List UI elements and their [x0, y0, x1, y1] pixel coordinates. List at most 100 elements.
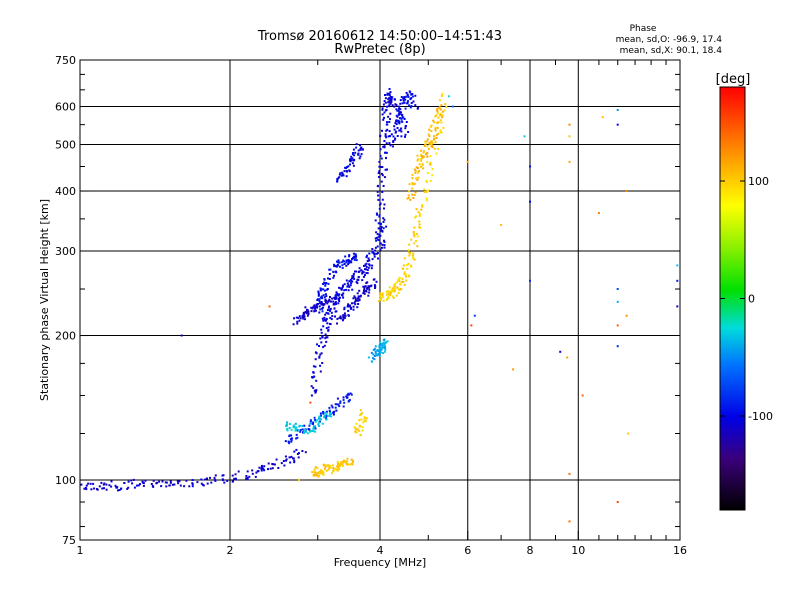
trace-point: [390, 96, 392, 98]
trace-point: [295, 316, 298, 319]
trace-point: [322, 412, 325, 415]
trace-point: [327, 308, 330, 311]
y-tick-label: 400: [55, 185, 76, 198]
trace-point: [324, 411, 327, 414]
trace-point: [413, 235, 416, 238]
trace-point: [348, 259, 350, 262]
trace-point: [328, 305, 330, 308]
trace-point: [347, 284, 350, 287]
trace-point: [318, 355, 321, 358]
trace-point: [290, 455, 293, 458]
trace-point: [428, 128, 431, 131]
trace-point: [137, 484, 140, 487]
trace-point: [328, 415, 331, 417]
grid: [80, 60, 680, 540]
trace-point: [332, 469, 335, 472]
trace-point: [403, 271, 406, 274]
trace-point: [387, 135, 390, 138]
trace-point: [92, 482, 95, 485]
trace-point: [386, 168, 388, 171]
trace-point: [386, 105, 388, 108]
trace-point: [413, 193, 416, 196]
trace-point: [288, 435, 291, 438]
trace-point: [408, 243, 411, 246]
trace-point: [80, 483, 83, 486]
trace-point: [90, 488, 93, 491]
trace-point: [399, 283, 402, 286]
trace-point: [328, 406, 331, 409]
trace-point: [381, 190, 384, 193]
trace-point: [382, 221, 385, 223]
trace-point: [376, 233, 379, 236]
trace-point: [355, 431, 358, 434]
trace-point: [346, 166, 349, 168]
scatter-point: [473, 314, 476, 317]
trace-point: [376, 236, 379, 239]
trace-point: [374, 246, 377, 249]
trace-point: [359, 295, 362, 298]
trace-point: [353, 295, 356, 298]
trace-point: [336, 317, 339, 320]
trace-point: [354, 256, 357, 259]
trace-point: [350, 159, 353, 162]
trace-point: [316, 419, 319, 422]
trace-point: [410, 93, 413, 96]
trace-point: [245, 477, 248, 480]
trace-point: [357, 276, 360, 279]
trace-point: [296, 453, 299, 455]
trace-point: [315, 390, 317, 393]
trace-point: [334, 296, 337, 299]
trace-point: [389, 118, 391, 121]
trace-point: [375, 280, 378, 283]
trace-point: [378, 207, 381, 210]
trace-point: [400, 127, 403, 130]
scatter-point: [625, 190, 628, 192]
trace-point: [277, 467, 280, 469]
trace-point: [382, 185, 385, 187]
trace-point: [346, 259, 349, 262]
trace-point: [328, 273, 331, 275]
trace-point: [343, 289, 346, 292]
trace-point: [288, 423, 291, 425]
trace-point: [427, 148, 430, 150]
trace-point: [351, 280, 354, 283]
trace-point: [114, 484, 117, 487]
trace-point: [355, 146, 358, 149]
trace-point: [411, 174, 414, 176]
trace-point: [358, 429, 361, 432]
trace-point: [374, 285, 377, 288]
trace-point: [340, 261, 343, 264]
trace-point: [418, 226, 421, 229]
trace-point: [328, 278, 331, 280]
trace-point: [318, 297, 321, 300]
colorbar-tick-label: 0: [748, 293, 755, 306]
trace-point: [341, 319, 344, 322]
trace-point: [398, 129, 401, 132]
trace-point: [368, 288, 371, 291]
trace-point: [383, 111, 386, 114]
trace-point: [127, 486, 130, 489]
trace-point: [339, 265, 341, 268]
trace-point: [314, 466, 317, 469]
trace-point: [405, 279, 408, 282]
trace-point: [421, 163, 424, 166]
trace-point: [353, 426, 356, 429]
trace-point: [366, 260, 369, 262]
trace-point: [341, 264, 344, 267]
trace-point: [381, 174, 384, 177]
trace-point: [368, 252, 371, 255]
scatter-point: [523, 135, 526, 138]
trace-point: [379, 242, 382, 245]
trace-point: [366, 272, 369, 275]
trace-point: [387, 100, 390, 103]
trace-point: [421, 204, 424, 206]
trace-point: [343, 401, 346, 404]
trace-point: [382, 103, 385, 106]
trace-point: [346, 282, 349, 285]
trace-point: [382, 118, 385, 121]
trace-point: [411, 182, 414, 185]
trace-point: [294, 427, 297, 430]
trace-point: [296, 320, 299, 323]
trace-point: [319, 302, 321, 305]
trace-point: [160, 485, 163, 488]
